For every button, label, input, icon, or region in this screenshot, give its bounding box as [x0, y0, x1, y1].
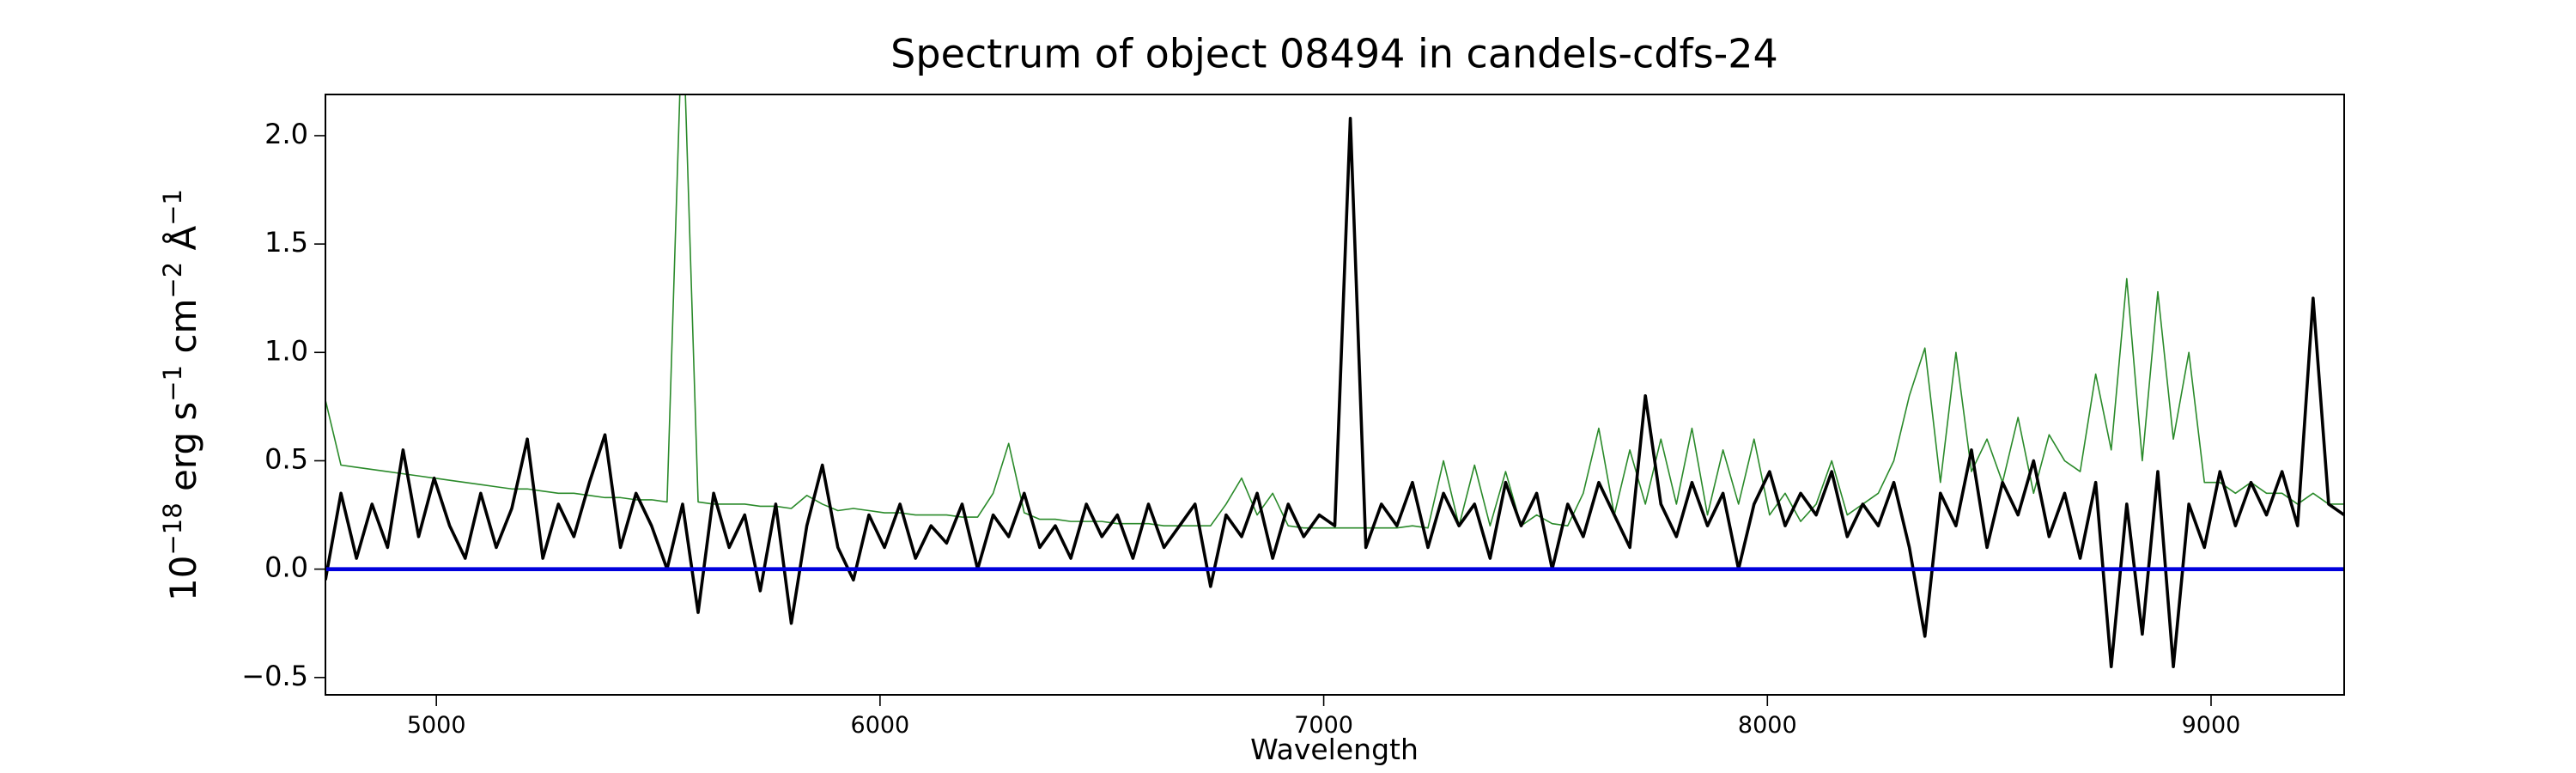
x-tick-label: 7000: [1294, 712, 1353, 739]
y-axis-label: 10−18 erg s−1 cm−2 Å−1: [158, 189, 204, 601]
plot-area: [325, 94, 2344, 668]
y-axis-label-part: −1: [158, 189, 187, 226]
x-tick-label: 9000: [2182, 712, 2241, 739]
spectrum-line: [325, 94, 2344, 529]
y-axis-label-part: −2: [158, 262, 187, 299]
y-axis-label-part: cm: [162, 299, 204, 365]
plot-frame: [325, 94, 2345, 696]
spectrum-line: [325, 116, 2344, 668]
y-axis-label-part: 10: [162, 556, 204, 601]
y-axis-label-part: erg s: [162, 402, 204, 503]
y-tick-label: 1.0: [264, 334, 308, 367]
y-axis-label-part: −18: [158, 502, 187, 555]
x-axis-label: Wavelength: [1250, 733, 1419, 766]
x-tick-label: 5000: [407, 712, 466, 739]
y-tick-label: 0.0: [264, 551, 308, 584]
y-tick-label: 2.0: [264, 118, 308, 150]
x-tick-label: 6000: [851, 712, 910, 739]
y-tick-label: −0.5: [241, 660, 308, 692]
y-axis-label-part: Å: [161, 226, 204, 262]
y-axis-label-part: −1: [158, 365, 187, 402]
y-tick-label: 0.5: [264, 442, 308, 475]
y-tick-label: 1.5: [264, 226, 308, 259]
x-tick-label: 8000: [1738, 712, 1797, 739]
chart-title: Spectrum of object 08494 in candels-cdfs…: [890, 31, 1778, 77]
